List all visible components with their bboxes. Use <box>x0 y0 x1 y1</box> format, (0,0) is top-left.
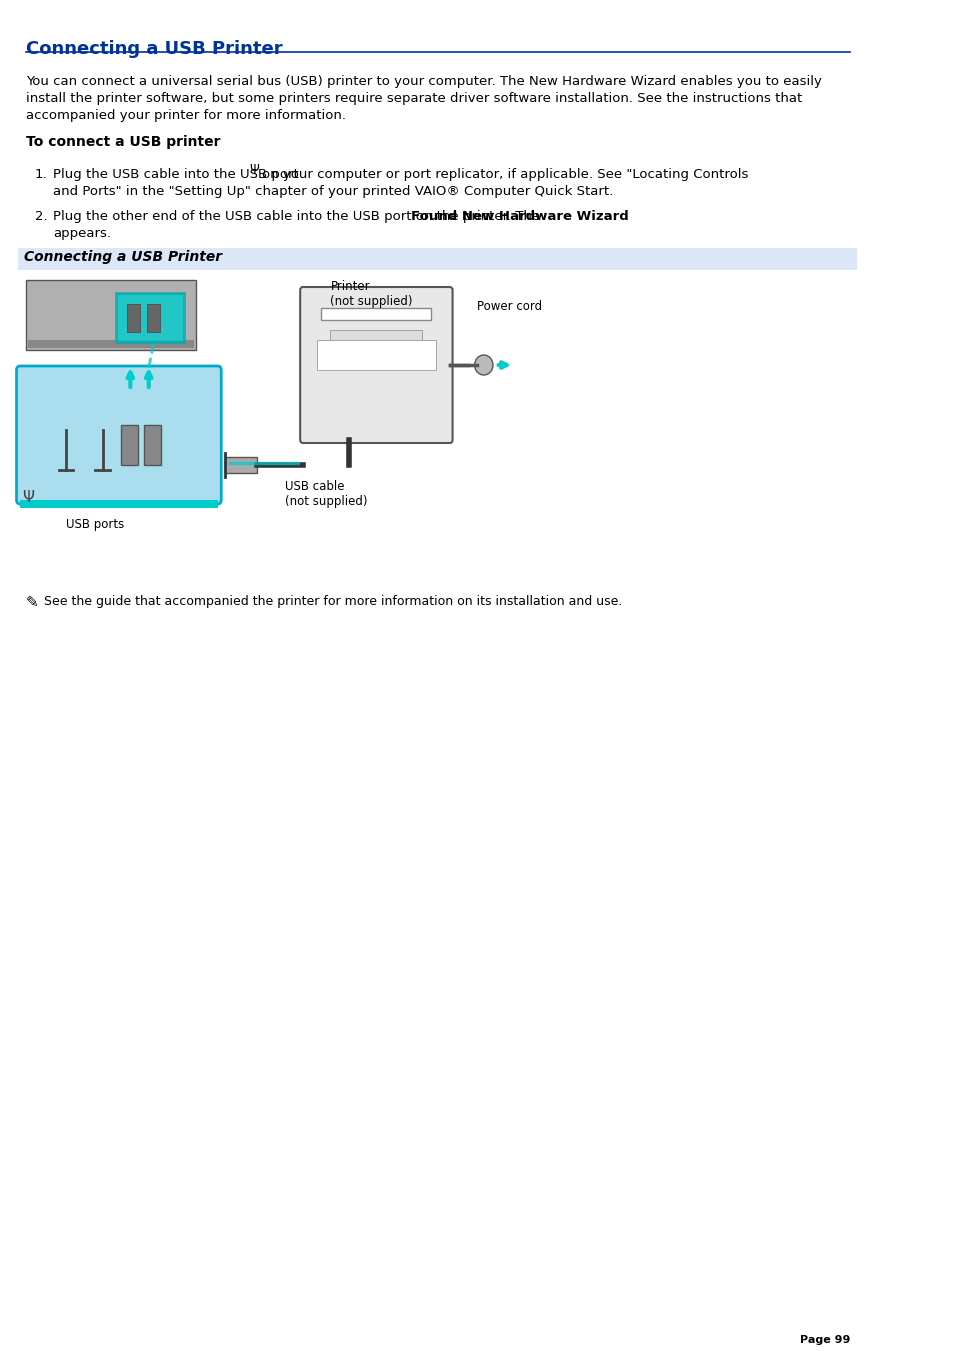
FancyBboxPatch shape <box>115 293 183 342</box>
FancyBboxPatch shape <box>330 330 422 350</box>
Text: accompanied your printer for more information.: accompanied your printer for more inform… <box>26 109 345 122</box>
Text: appears.: appears. <box>53 227 112 240</box>
FancyBboxPatch shape <box>18 249 857 270</box>
Text: USB cable
(not supplied): USB cable (not supplied) <box>284 480 367 508</box>
Text: 1.: 1. <box>35 168 48 181</box>
Text: Power cord: Power cord <box>476 300 542 313</box>
FancyBboxPatch shape <box>147 304 159 332</box>
FancyBboxPatch shape <box>321 308 431 320</box>
Text: Printer
(not supplied): Printer (not supplied) <box>330 280 413 308</box>
Text: USB ports: USB ports <box>66 517 124 531</box>
Text: You can connect a universal serial bus (USB) printer to your computer. The New H: You can connect a universal serial bus (… <box>26 76 821 88</box>
Text: Ψ: Ψ <box>249 163 258 176</box>
Text: Plug the USB cable into the USB port: Plug the USB cable into the USB port <box>53 168 298 181</box>
FancyBboxPatch shape <box>144 426 160 465</box>
FancyBboxPatch shape <box>20 500 217 508</box>
FancyBboxPatch shape <box>316 340 436 370</box>
FancyBboxPatch shape <box>16 366 221 504</box>
FancyBboxPatch shape <box>225 457 256 473</box>
Text: 2.: 2. <box>35 209 48 223</box>
Text: Plug the other end of the USB cable into the USB port on the printer. The: Plug the other end of the USB cable into… <box>53 209 544 223</box>
Circle shape <box>474 355 493 376</box>
Text: and Ports" in the "Setting Up" chapter of your printed VAIO® Computer Quick Star: and Ports" in the "Setting Up" chapter o… <box>53 185 613 199</box>
Text: Ψ: Ψ <box>22 490 34 505</box>
Text: See the guide that accompanied the printer for more information on its installat: See the guide that accompanied the print… <box>44 594 621 608</box>
Text: Found New Hardware Wizard: Found New Hardware Wizard <box>411 209 628 223</box>
Text: Page 99: Page 99 <box>799 1335 849 1346</box>
Text: ✎: ✎ <box>26 594 38 611</box>
Text: To connect a USB printer: To connect a USB printer <box>26 135 220 149</box>
Text: on your computer or port replicator, if applicable. See "Locating Controls: on your computer or port replicator, if … <box>261 168 747 181</box>
FancyBboxPatch shape <box>127 304 139 332</box>
Text: Connecting a USB Printer: Connecting a USB Printer <box>24 250 222 263</box>
FancyBboxPatch shape <box>121 426 137 465</box>
FancyBboxPatch shape <box>28 340 193 349</box>
FancyBboxPatch shape <box>26 280 195 350</box>
Text: install the printer software, but some printers require separate driver software: install the printer software, but some p… <box>26 92 801 105</box>
Text: Connecting a USB Printer: Connecting a USB Printer <box>26 41 282 58</box>
FancyBboxPatch shape <box>300 286 452 443</box>
